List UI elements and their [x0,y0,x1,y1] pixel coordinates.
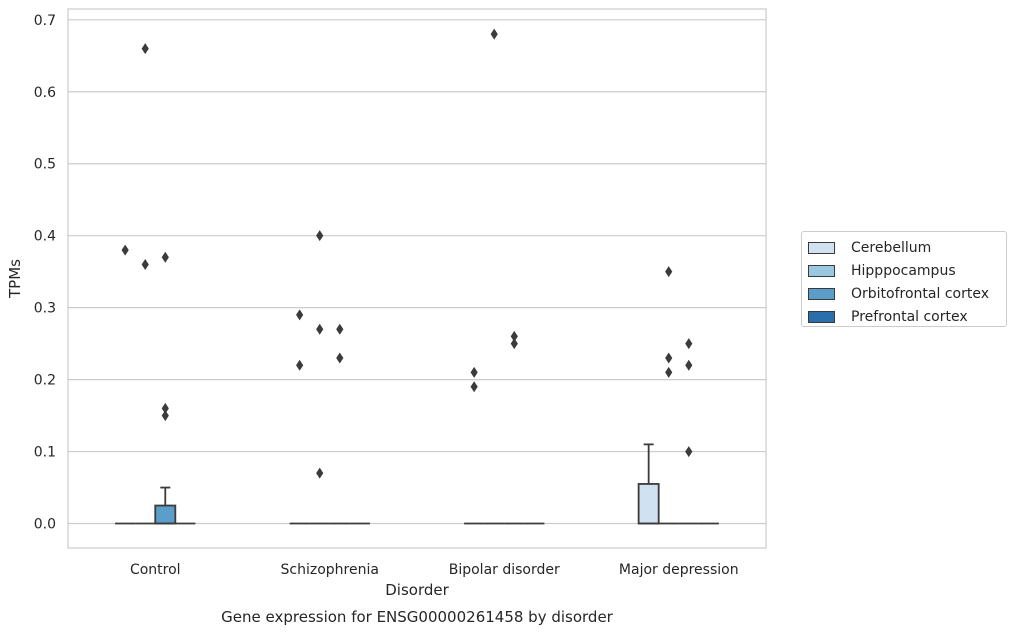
outlier-point [316,230,324,242]
legend-item-cerebellum: Cerebellum [808,236,1006,259]
y-tick-label: 0.3 [34,301,56,317]
outlier-point [665,366,673,378]
outlier-point [490,28,498,40]
x-tick-label: Schizophrenia [281,562,379,578]
y-tick-label: 0.5 [34,157,56,173]
outlier-point [161,251,169,263]
legend-label: Orbitofrontal cortex [851,285,989,302]
box [637,483,660,525]
plot-area [67,8,767,549]
outlier-point [470,381,478,393]
x-tick-label: Bipolar disorder [449,562,560,578]
legend-label: Hipppocampus [851,262,956,279]
legend-swatch-hippocampus [808,264,835,277]
y-tick-labels: 0.0 0.1 0.2 0.3 0.4 0.5 0.6 0.7 [34,13,56,533]
outlier-point [121,244,129,256]
legend-swatch-prefrontal [808,310,835,323]
outlier-point [336,352,344,364]
outlier-point [685,446,693,458]
outlier-point [510,338,518,350]
outlier-point [296,359,304,371]
legend-item-hippocampus: Hipppocampus [808,259,1006,282]
legend: Cerebellum Hipppocampus Orbitofrontal co… [801,231,1007,327]
legend-swatch-cerebellum [808,241,835,254]
outlier-point [141,258,149,270]
chart-title: Gene expression for ENSG00000261458 by d… [221,608,614,626]
legend-swatch-orbitofrontal [808,287,835,300]
x-axis-label: Disorder [385,581,449,599]
legend-label: Cerebellum [851,239,932,256]
outlier-point [316,323,324,335]
x-tick-label: Major depression [619,562,739,578]
legend-item-prefrontal: Prefrontal cortex [808,305,1006,328]
outlier-point [665,266,673,278]
x-tick-labels: Control Schizophrenia Bipolar disorder Majo… [130,562,739,578]
legend-item-orbitofrontal: Orbitofrontal cortex [808,282,1006,305]
outlier-point [685,338,693,350]
outlier-point [470,366,478,378]
y-axis-label: TPMs [6,259,24,299]
outlier-point [665,352,673,364]
box [154,504,177,525]
legend-label: Prefrontal cortex [851,308,968,325]
y-tick-label: 0.6 [34,85,56,101]
outlier-point [316,467,324,479]
box-series [115,28,719,525]
outlier-point [296,309,304,321]
y-tick-label: 0.2 [34,373,56,389]
y-tick-label: 0.1 [34,445,56,461]
y-tick-label: 0.0 [34,517,56,533]
outlier-point [161,410,169,422]
outlier-point [510,330,518,342]
y-tick-label: 0.7 [34,13,56,29]
y-tick-label: 0.4 [34,229,56,245]
outlier-point [161,402,169,414]
outlier-point [141,43,149,55]
outlier-point [685,359,693,371]
outlier-point [336,323,344,335]
x-tick-label: Control [130,562,181,578]
